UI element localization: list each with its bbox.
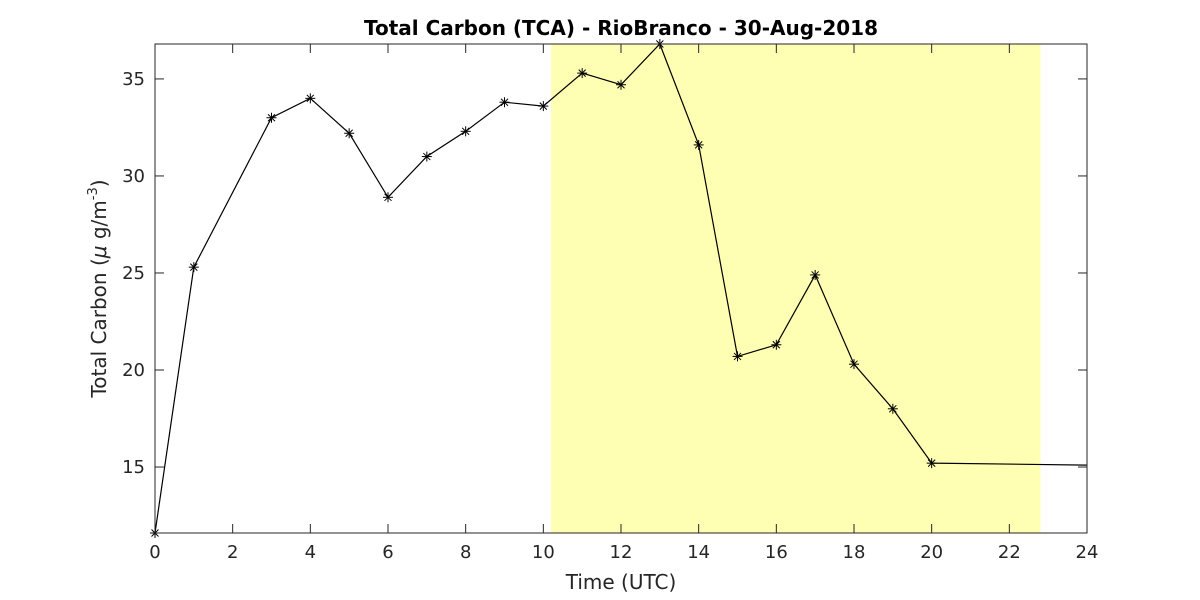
data-point xyxy=(460,126,471,137)
data-point xyxy=(188,262,199,273)
x-tick-label: 8 xyxy=(460,542,471,563)
data-point xyxy=(266,112,277,123)
data-point xyxy=(732,351,743,362)
x-tick-label: 16 xyxy=(765,542,788,563)
y-tick-label: 35 xyxy=(122,69,145,90)
data-point xyxy=(926,458,937,469)
data-point xyxy=(887,403,898,414)
x-tick-label: 10 xyxy=(532,542,555,563)
y-axis-title-unit: g/m xyxy=(87,200,111,245)
y-axis-title-close: ) xyxy=(87,179,111,187)
data-point xyxy=(383,192,393,203)
x-tick-label: 18 xyxy=(843,542,866,563)
y-axis-title-mu: μ xyxy=(87,246,111,260)
data-point xyxy=(305,93,316,104)
data-point xyxy=(810,269,821,280)
y-axis-title-exponent: -3 xyxy=(86,187,101,200)
y-tick-label: 20 xyxy=(122,360,145,381)
x-tick-label: 6 xyxy=(382,542,393,563)
y-tick-label: 15 xyxy=(122,457,145,478)
y-tick-label: 30 xyxy=(122,166,145,187)
data-point xyxy=(616,79,626,90)
x-tick-label: 4 xyxy=(305,542,316,563)
data-point xyxy=(849,359,859,370)
data-point xyxy=(499,97,510,108)
y-tick-label: 25 xyxy=(122,263,145,284)
x-tick-label: 2 xyxy=(227,542,238,563)
chart-title: Total Carbon (TCA) - RioBranco - 30-Aug-… xyxy=(364,16,878,40)
x-tick-label: 22 xyxy=(998,542,1021,563)
highlight-band xyxy=(551,44,1041,533)
x-axis-title: Time (UTC) xyxy=(565,570,677,594)
y-axis-title: Total Carbon (μ g/m-3) xyxy=(86,179,111,398)
x-tick-label: 20 xyxy=(920,542,943,563)
data-point xyxy=(577,68,588,79)
x-tick-label: 12 xyxy=(610,542,633,563)
x-tick-label: 24 xyxy=(1076,542,1099,563)
x-tick-label: 14 xyxy=(687,542,710,563)
data-point xyxy=(538,101,549,112)
y-axis-title-main: Total Carbon ( xyxy=(87,258,111,398)
data-point xyxy=(421,151,432,162)
x-tick-label: 0 xyxy=(149,542,160,563)
data-point xyxy=(344,128,355,139)
data-point xyxy=(693,139,704,150)
data-point xyxy=(771,339,782,350)
